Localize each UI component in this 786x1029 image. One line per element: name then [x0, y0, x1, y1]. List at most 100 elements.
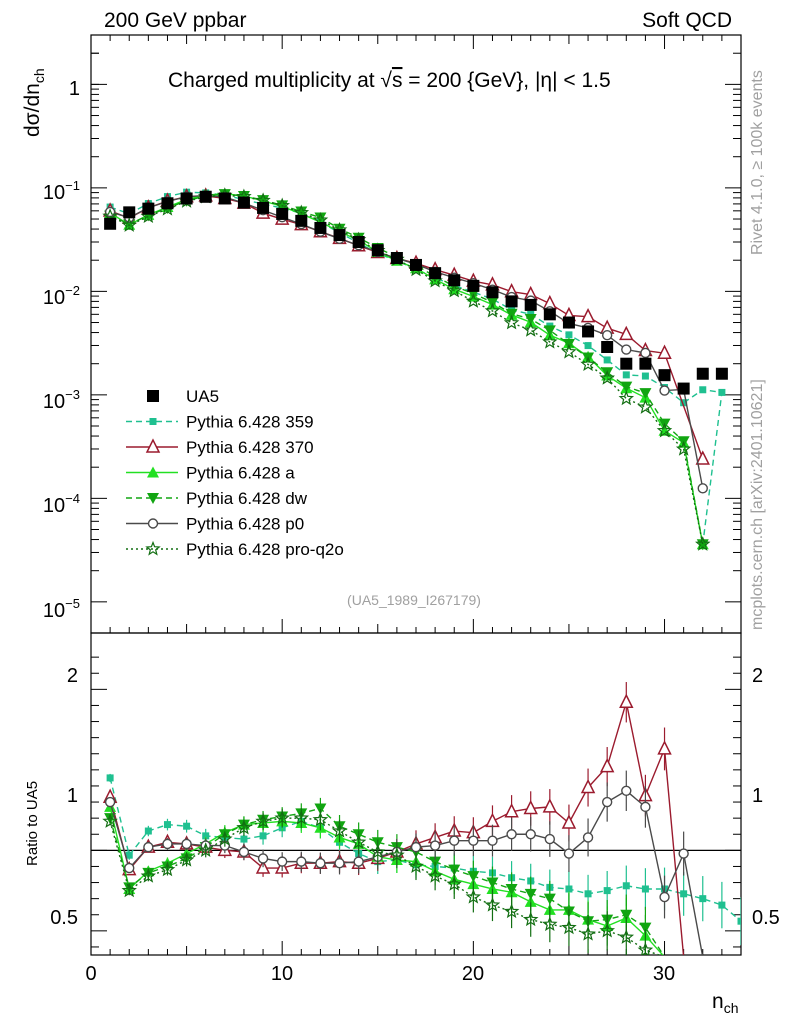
- ratio-point-4: [601, 796, 613, 808]
- ratio-point-3: [467, 871, 480, 883]
- x-tick-label-30: 30: [653, 963, 675, 985]
- ratio-point-0: [259, 832, 267, 840]
- ratio-point-5: [408, 858, 424, 874]
- header-process-label: 200 GeV ppbar: [104, 9, 246, 32]
- ratio-point-0: [183, 822, 191, 830]
- data-point: [295, 214, 308, 227]
- legend-marker: [145, 540, 161, 556]
- data-point: [429, 267, 442, 280]
- main-point-0: [680, 399, 688, 407]
- ratio-point-0: [584, 890, 592, 898]
- ratio-point-1: [619, 693, 634, 708]
- data-point: [104, 217, 117, 230]
- ratio-point-1: [504, 803, 519, 818]
- ratio-line-2: [109, 806, 664, 955]
- ratio-point-4: [257, 853, 269, 864]
- ratio-point-3: [620, 909, 633, 921]
- data-point: [123, 206, 136, 219]
- main-point-0: [699, 386, 707, 394]
- main-series-group: [102, 187, 728, 551]
- main-point-5: [522, 322, 539, 337]
- ratio-point-5: [561, 919, 577, 935]
- data-point: [371, 244, 384, 257]
- ratio-point-5: [522, 911, 539, 927]
- legend-label: Pythia 6.428 370: [186, 438, 314, 457]
- main-point-4: [601, 330, 613, 341]
- main-point-0: [603, 356, 611, 364]
- main-point-5: [465, 293, 482, 308]
- data-point: [448, 274, 461, 287]
- y-tick-label-0.1: 10−1: [43, 178, 80, 204]
- main-point-4: [640, 347, 651, 359]
- ratio-point-4: [506, 829, 517, 840]
- ratio-point-1: [485, 812, 500, 828]
- main-point-5: [656, 422, 673, 438]
- main-point-1: [580, 307, 596, 323]
- ratio-point-3: [543, 893, 556, 905]
- x-tick-label-0: 0: [85, 963, 96, 985]
- ratio-point-5: [503, 903, 520, 919]
- ratio-point-0: [202, 832, 210, 840]
- ratio-point-4: [640, 801, 651, 813]
- ratio-point-4: [162, 838, 173, 850]
- y-tick-label-1: 1: [69, 78, 80, 100]
- ratio-point-0: [641, 885, 649, 893]
- ratio-point-1: [657, 740, 672, 755]
- ratio-line-1: [109, 702, 685, 955]
- ratio-point-5: [465, 888, 482, 904]
- y-axis-title: dσ/dnch: [21, 68, 47, 137]
- data-point: [276, 207, 289, 220]
- ratio-point-5: [599, 922, 616, 938]
- main-point-0: [718, 388, 726, 396]
- ratio-point-0: [144, 827, 152, 835]
- x-tick-labels: 0 10 20 30: [85, 963, 675, 985]
- legend-label: Pythia 6.428 pro-q2o: [186, 540, 344, 559]
- ratio-point-3: [486, 877, 499, 889]
- ratio-point-5: [178, 851, 195, 867]
- ratio-tick-right-0.5: 0.5: [752, 907, 780, 929]
- ratio-point-3: [505, 883, 518, 895]
- header-category-label: Soft QCD: [642, 9, 732, 32]
- main-point-0: [641, 372, 649, 380]
- legend-marker: [147, 518, 159, 529]
- ratio-tick-labels: 2 1 0.5 2 1 0.5: [50, 665, 780, 929]
- data-point: [237, 196, 250, 209]
- legend-label: Pythia 6.428 dw: [186, 489, 308, 508]
- ratio-point-0: [622, 882, 630, 890]
- main-point-5: [484, 302, 501, 318]
- ratio-point-4: [621, 785, 632, 796]
- data-point: [715, 367, 728, 380]
- y-tick-label-0.001: 10−3: [43, 387, 80, 413]
- ratio-point-5: [637, 942, 654, 955]
- ratio-point-4: [181, 838, 192, 850]
- legend: UA5 Pythia 6.428 359 Pythia 6.428 370 Pythi…: [126, 387, 344, 559]
- data-point: [543, 308, 556, 321]
- axis-ticks: [90, 34, 742, 955]
- main-point-3: [543, 325, 556, 337]
- ratio-tick-left-0.5: 0.5: [50, 907, 78, 929]
- ratio-point-4: [410, 841, 422, 853]
- ratio-tick-right-1: 1: [752, 785, 763, 807]
- ratio-point-4: [353, 856, 364, 867]
- ratio-point-4: [124, 862, 135, 874]
- legend-marker: [149, 418, 157, 425]
- data-point: [142, 202, 155, 215]
- ratio-point-0: [680, 890, 688, 898]
- y-tick-label-0.01: 10−2: [43, 283, 80, 309]
- main-point-5: [580, 356, 596, 372]
- ratio-point-0: [125, 851, 133, 859]
- legend-marker: [147, 466, 159, 478]
- ratio-point-5: [542, 916, 558, 932]
- ratio-point-4: [468, 835, 479, 846]
- ratio-point-5: [255, 813, 271, 828]
- main-point-0: [622, 371, 630, 379]
- ratio-point-1: [599, 757, 615, 773]
- ratio-point-0: [565, 885, 573, 893]
- data-point: [505, 295, 518, 308]
- main-point-5: [503, 314, 520, 330]
- ratio-point-0: [718, 901, 726, 909]
- main-point-1: [695, 450, 710, 465]
- rivet-version-label: Rivet 4.1.0, ≥ 100k events: [749, 70, 766, 255]
- ratio-point-5: [446, 876, 462, 891]
